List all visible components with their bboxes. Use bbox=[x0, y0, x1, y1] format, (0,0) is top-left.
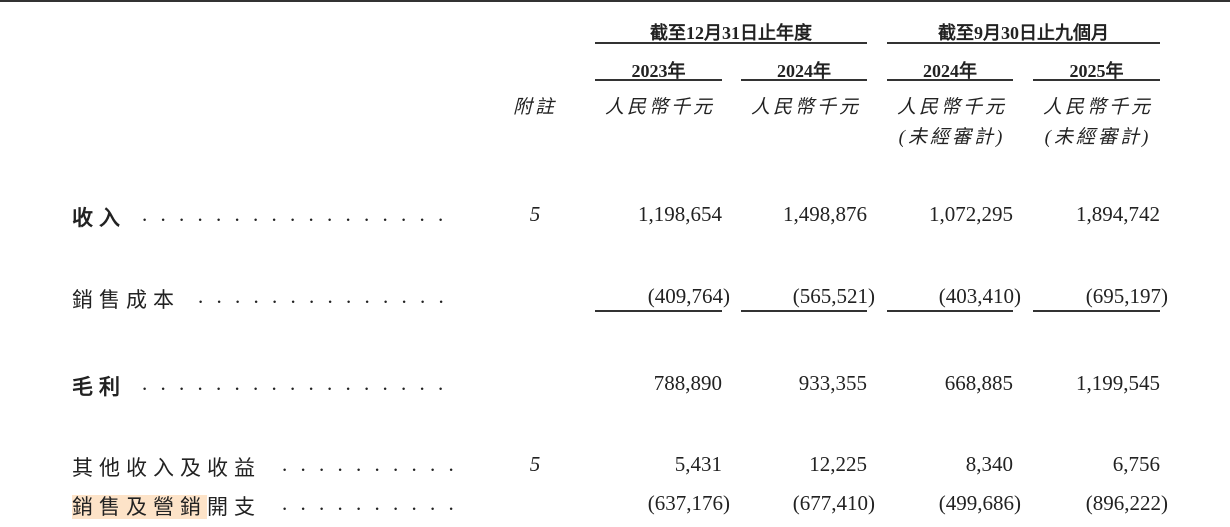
unit-label: 人民幣千元 bbox=[750, 97, 861, 118]
value-cell: 5,431 bbox=[674, 452, 722, 476]
value-cell: 1,072,295 bbox=[929, 202, 1013, 226]
value-cell: (637,176) bbox=[647, 491, 730, 515]
unaudited-label: (未經審計) bbox=[898, 127, 1006, 148]
divider bbox=[741, 310, 867, 312]
divider bbox=[1033, 310, 1160, 312]
divider bbox=[887, 310, 1013, 312]
value-cell: (695,197) bbox=[1085, 284, 1168, 308]
row-label-cost-of-sales: 銷售成本 bbox=[72, 288, 180, 312]
label-rest: 開支 bbox=[207, 495, 261, 519]
year-header: 2024年 bbox=[777, 61, 831, 81]
divider bbox=[887, 79, 1013, 81]
divider bbox=[887, 42, 1160, 44]
year-header: 2024年 bbox=[923, 61, 977, 81]
year-header: 2025年 bbox=[1069, 61, 1124, 81]
leader-dots: . . . . . . . . . . bbox=[282, 491, 458, 515]
row-label-selling-marketing: 銷售及營銷開支 bbox=[72, 491, 261, 521]
row-label-other-income: 其他收入及收益 bbox=[72, 456, 261, 480]
value-cell: 1,894,742 bbox=[1076, 202, 1160, 226]
value-cell: (565,521) bbox=[792, 284, 875, 308]
leader-dots: . . . . . . . . . . bbox=[282, 452, 458, 476]
header-nine-months: 截至9月30日止九個月 bbox=[938, 23, 1109, 43]
value-cell: 1,198,654 bbox=[638, 202, 722, 226]
unit-label: 人民幣千元 bbox=[1042, 97, 1153, 118]
note-header: 附註 bbox=[512, 97, 557, 118]
value-cell: 668,885 bbox=[944, 371, 1013, 395]
leader-dots: . . . . . . . . . . . . . . . . . bbox=[142, 202, 448, 226]
value-cell: 788,890 bbox=[653, 371, 722, 395]
value-cell: (677,410) bbox=[792, 491, 875, 515]
unit-label: 人民幣千元 bbox=[896, 97, 1007, 118]
value-cell: (403,410) bbox=[938, 284, 1021, 308]
value-cell: 8,340 bbox=[965, 452, 1013, 476]
divider bbox=[595, 42, 867, 44]
row-label-gross-profit: 毛利 bbox=[72, 375, 126, 399]
unaudited-label: (未經審計) bbox=[1044, 127, 1152, 148]
value-cell: (896,222) bbox=[1085, 491, 1168, 515]
value-cell: 1,199,545 bbox=[1076, 371, 1160, 395]
note-ref: 5 bbox=[529, 452, 541, 476]
value-cell: 933,355 bbox=[798, 371, 867, 395]
leader-dots: . . . . . . . . . . . . . . bbox=[198, 284, 448, 308]
value-cell: 12,225 bbox=[809, 452, 867, 476]
divider bbox=[1033, 79, 1160, 81]
row-label-revenue: 收入 bbox=[72, 206, 126, 230]
note-ref: 5 bbox=[529, 202, 541, 226]
top-border bbox=[0, 0, 1230, 2]
divider bbox=[595, 79, 722, 81]
value-cell: 1,498,876 bbox=[783, 202, 867, 226]
divider bbox=[741, 79, 867, 81]
header-year-ended: 截至12月31日止年度 bbox=[650, 23, 812, 43]
value-cell: (409,764) bbox=[647, 284, 730, 308]
divider bbox=[595, 310, 722, 312]
value-cell: 6,756 bbox=[1112, 452, 1160, 476]
year-header: 2023年 bbox=[631, 61, 686, 81]
highlighted-text: 銷售及營銷 bbox=[72, 495, 207, 519]
leader-dots: . . . . . . . . . . . . . . . . . bbox=[142, 371, 448, 395]
unit-label: 人民幣千元 bbox=[604, 97, 715, 118]
value-cell: (499,686) bbox=[938, 491, 1021, 515]
